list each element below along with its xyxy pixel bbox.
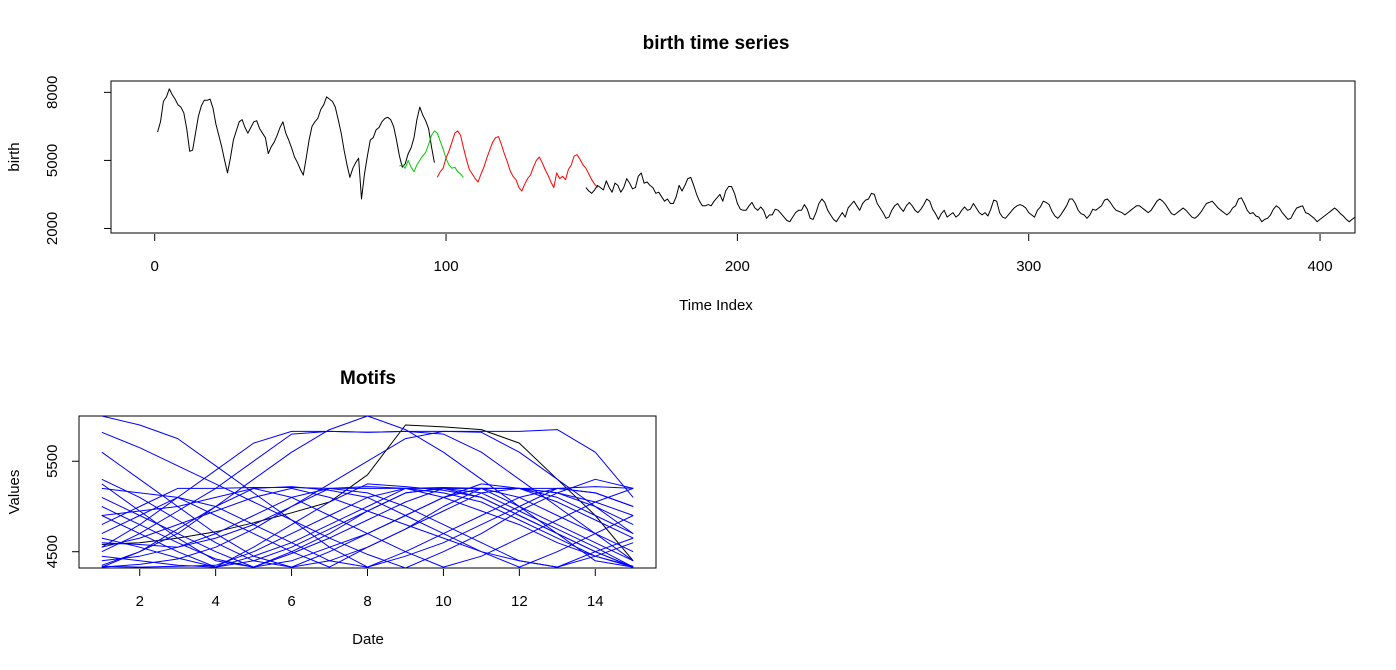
x-tick-label: 10 [435,593,452,610]
x-axis-label: Time Index [679,297,753,314]
series-line-1 [399,130,464,178]
x-tick-label: 100 [434,258,459,275]
x-tick-label: 6 [287,593,295,610]
series-group [101,416,634,568]
birth-time-series-panel: birth time series Time Index birth 0 100 2… [6,33,1356,314]
x-tick-label: 0 [151,258,159,275]
x-tick-label: 4 [211,593,219,610]
series-line-11 [101,486,634,526]
y-tick-label: 8000 [44,76,61,109]
series-line-7 [101,430,634,568]
y-tick-label: 2000 [44,212,61,245]
motifs-panel: Motifs Date Values 2 4 6 8 10 12 14 4500 5500 [6,368,657,648]
x-axis-label: Date [352,631,384,648]
series-line-23 [101,487,634,568]
plot-frame [78,415,657,569]
chart-title: Motifs [340,368,396,389]
x-tick-label: 12 [511,593,528,610]
series-line-3 [101,451,634,568]
x-tick-label: 8 [363,593,371,610]
y-axis-label: birth [6,142,23,171]
x-tick-label: 2 [136,593,144,610]
x-tick-label: 400 [1308,258,1333,275]
series-line-22 [101,487,634,568]
series-line-13 [101,483,634,568]
series-line-2 [436,130,598,192]
y-tick-label: 5000 [44,144,61,177]
x-tick-label: 200 [725,258,750,275]
chart-title: birth time series [643,33,790,54]
series-line-21 [101,478,634,568]
series-line-0 [157,88,435,200]
series-line-15 [101,487,634,568]
x-tick-label: 300 [1016,258,1041,275]
series-group [157,88,1355,223]
series-line-6 [101,486,634,568]
y-tick-label: 4500 [44,535,61,568]
x-tick-label: 14 [587,593,604,610]
series-line-8 [101,416,634,568]
series-line-0 [101,424,634,562]
series-line-3 [585,172,1355,223]
series-line-1 [101,431,634,568]
series-line-20 [101,486,634,568]
y-tick-label: 5500 [44,445,61,478]
y-axis-label: Values [6,470,23,515]
plot-frame [110,80,1356,234]
